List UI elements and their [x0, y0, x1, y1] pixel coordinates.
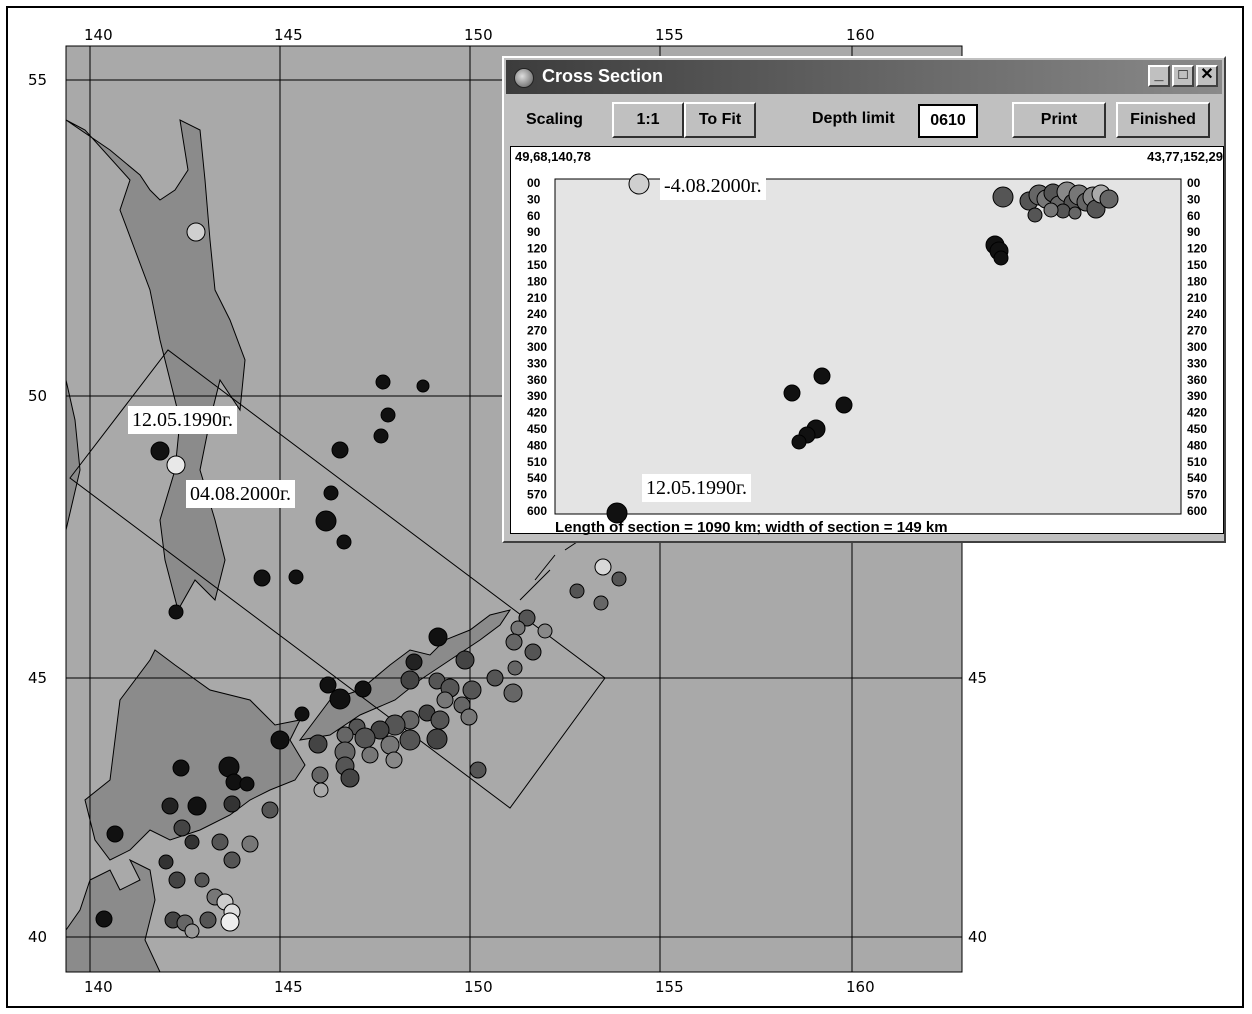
depth-tick-left: 420 [527, 406, 547, 420]
figure-frame [6, 6, 1244, 1008]
depth-tick-right: 00 [1187, 176, 1201, 190]
depth-tick-left: 510 [527, 455, 547, 469]
depth-tick-left: 210 [527, 291, 547, 305]
depth-tick-right: 150 [1187, 258, 1207, 272]
cross-section-panel: 49,68,140,78 43,77,152,29 00 00 30 30 60 60 90… [510, 146, 1224, 536]
depth-tick-right: 330 [1187, 356, 1207, 370]
lon-tick-top-160: 160 [846, 26, 875, 44]
depth-tick-right: 240 [1187, 307, 1207, 321]
hypocenters [606, 173, 1119, 524]
depth-tick-right: 300 [1187, 340, 1207, 354]
maximize-button[interactable]: □ [1172, 65, 1194, 87]
depth-tick-right: 510 [1187, 455, 1207, 469]
plot-area [554, 178, 1182, 515]
lon-tick-bottom-145: 145 [274, 978, 303, 996]
lat-tick-left-50: 50 [28, 387, 48, 405]
finished-button[interactable]: Finished [1116, 102, 1210, 138]
depth-tick-left: 360 [527, 373, 547, 387]
depth-tick-right: 540 [1187, 471, 1207, 485]
lon-tick-bottom-160: 160 [846, 978, 875, 996]
depth-tick-left: 600 [527, 504, 547, 518]
lon-tick-top-150: 150 [464, 26, 493, 44]
depth-tick-left: 540 [527, 471, 547, 485]
depth-tick-right: 390 [1187, 389, 1207, 403]
depth-tick-right: 30 [1187, 192, 1201, 206]
window-title: Cross Section [542, 66, 664, 86]
minimize-button[interactable]: _ [1148, 65, 1170, 87]
cross-section-plot: 00 00 30 30 60 60 90 90 120 120 150 150 180 180 210 210… [527, 173, 1207, 524]
depth-tick-right: 480 [1187, 438, 1207, 452]
section-dimensions: Length of section = 1090 km; width of se… [555, 519, 948, 536]
sakhalin-west-coast [65, 379, 81, 531]
lat-tick-right-40: 40 [968, 928, 988, 946]
depth-tick-left: 480 [527, 438, 547, 452]
depth-tick-right: 120 [1187, 242, 1207, 256]
map-label-2000: 04.08.2000г. [186, 480, 295, 508]
close-button[interactable]: ✕ [1196, 65, 1218, 87]
depth-tick-right: 180 [1187, 274, 1207, 288]
app-icon[interactable] [514, 68, 534, 88]
depth-tick-right: 210 [1187, 291, 1207, 305]
lat-tick-left-40: 40 [28, 928, 48, 946]
scale-to-fit-button[interactable]: To Fit [684, 102, 756, 138]
depth-tick-left: 330 [527, 356, 547, 370]
print-button[interactable]: Print [1012, 102, 1106, 138]
depth-tick-left: 30 [527, 192, 541, 206]
lon-tick-top-140: 140 [84, 26, 113, 44]
depth-tick-left: 180 [527, 274, 547, 288]
epicenters [95, 222, 627, 939]
lon-tick-top-145: 145 [274, 26, 303, 44]
depth-tick-right: 90 [1187, 225, 1201, 239]
depth-tick-left: 270 [527, 324, 547, 338]
depth-tick-right: 600 [1187, 504, 1207, 518]
scale-1to1-button[interactable]: 1:1 [612, 102, 684, 138]
lon-tick-top-155: 155 [655, 26, 684, 44]
depth-tick-left: 120 [527, 242, 547, 256]
depth-limit-label: Depth limit [812, 110, 895, 127]
lon-tick-bottom-155: 155 [655, 978, 684, 996]
depth-tick-right: 420 [1187, 406, 1207, 420]
scaling-label: Scaling [526, 111, 583, 128]
cross-section-box [69, 349, 606, 809]
lon-tick-bottom-150: 150 [464, 978, 493, 996]
lon-tick-bottom-140: 140 [84, 978, 113, 996]
lat-tick-right-45: 45 [968, 669, 988, 687]
title-bar[interactable]: Cross Section _ □ ✕ [506, 60, 1222, 94]
cross-section-window[interactable]: Cross Section _ □ ✕ Scaling 1:1 To Fit D… [502, 56, 1226, 543]
depth-tick-left: 60 [527, 209, 541, 223]
depth-tick-left: 300 [527, 340, 547, 354]
hokkaido-island [84, 649, 306, 861]
depth-tick-left: 570 [527, 488, 547, 502]
section-label-1990: 12.05.1990г. [642, 474, 751, 502]
depth-tick-left: 150 [527, 258, 547, 272]
section-start-coords: 49,68,140,78 [515, 149, 591, 164]
map-label-1990: 12.05.1990г. [128, 406, 237, 434]
section-end-coords: 43,77,152,29 [1147, 149, 1223, 164]
depth-tick-left: 90 [527, 225, 541, 239]
depth-tick-right: 60 [1187, 209, 1201, 223]
depth-axis: 00 00 30 30 60 60 90 90 120 120 150 150 180 180 210 210… [527, 176, 1207, 518]
depth-tick-left: 240 [527, 307, 547, 321]
depth-limit-input[interactable] [918, 104, 978, 138]
lat-tick-left-55: 55 [28, 71, 48, 89]
depth-tick-left: 450 [527, 422, 547, 436]
depth-tick-right: 570 [1187, 488, 1207, 502]
depth-tick-right: 360 [1187, 373, 1207, 387]
depth-tick-left: 00 [527, 176, 541, 190]
section-label-2000: -4.08.2000г. [660, 172, 766, 200]
depth-tick-right: 450 [1187, 422, 1207, 436]
depth-tick-left: 390 [527, 389, 547, 403]
depth-tick-right: 270 [1187, 324, 1207, 338]
lat-tick-left-45: 45 [28, 669, 48, 687]
